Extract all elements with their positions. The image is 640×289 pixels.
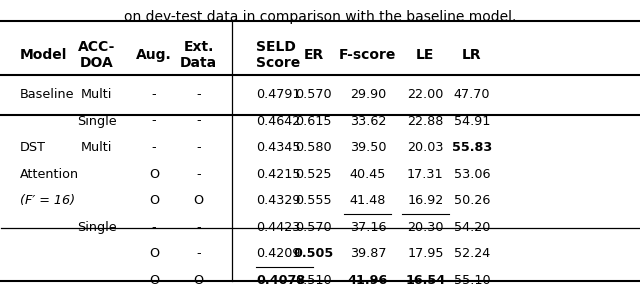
Text: -: -: [196, 247, 201, 260]
Text: 17.95: 17.95: [407, 247, 444, 260]
Text: Multi: Multi: [81, 141, 112, 154]
Text: Multi: Multi: [81, 88, 112, 101]
Text: DST: DST: [20, 141, 46, 154]
Text: LE: LE: [416, 48, 435, 62]
Text: -: -: [152, 221, 156, 234]
Text: 53.06: 53.06: [454, 168, 490, 181]
Text: 0.580: 0.580: [295, 141, 332, 154]
Text: 39.50: 39.50: [349, 141, 386, 154]
Text: 0.525: 0.525: [296, 168, 332, 181]
Text: -: -: [196, 114, 201, 127]
Text: 0.4345: 0.4345: [256, 141, 301, 154]
Text: O: O: [149, 194, 159, 207]
Text: 40.45: 40.45: [349, 168, 386, 181]
Text: 0.4642: 0.4642: [256, 114, 300, 127]
Text: LR: LR: [462, 48, 482, 62]
Text: O: O: [194, 274, 204, 287]
Text: 0.4078: 0.4078: [256, 274, 305, 287]
Text: 0.615: 0.615: [296, 114, 332, 127]
Text: 29.90: 29.90: [350, 88, 386, 101]
Text: 0.4791: 0.4791: [256, 88, 301, 101]
Text: 16.92: 16.92: [407, 194, 444, 207]
Text: (F′ = 16): (F′ = 16): [20, 194, 75, 207]
Text: F-score: F-score: [339, 48, 397, 62]
Text: 0.4423: 0.4423: [256, 221, 301, 234]
Text: 50.26: 50.26: [454, 194, 490, 207]
Text: O: O: [149, 168, 159, 181]
Text: 0.570: 0.570: [295, 88, 332, 101]
Text: 0.4215: 0.4215: [256, 168, 301, 181]
Text: 20.30: 20.30: [407, 221, 444, 234]
Text: 52.24: 52.24: [454, 247, 490, 260]
Text: Model: Model: [20, 48, 67, 62]
Text: -: -: [196, 168, 201, 181]
Text: 16.54: 16.54: [405, 274, 445, 287]
Text: -: -: [196, 88, 201, 101]
Text: 17.31: 17.31: [407, 168, 444, 181]
Text: 41.48: 41.48: [349, 194, 386, 207]
Text: 22.00: 22.00: [407, 88, 444, 101]
Text: O: O: [149, 247, 159, 260]
Text: 0.4329: 0.4329: [256, 194, 301, 207]
Text: -: -: [152, 88, 156, 101]
Text: 0.510: 0.510: [295, 274, 332, 287]
Text: Single: Single: [77, 114, 116, 127]
Text: Baseline: Baseline: [20, 88, 74, 101]
Text: 54.20: 54.20: [454, 221, 490, 234]
Text: 41.96: 41.96: [348, 274, 388, 287]
Text: 33.62: 33.62: [349, 114, 386, 127]
Text: ER: ER: [303, 48, 324, 62]
Text: SELD
Score: SELD Score: [256, 40, 300, 70]
Text: on dev-test data in comparison with the baseline model.: on dev-test data in comparison with the …: [124, 10, 516, 24]
Text: -: -: [196, 221, 201, 234]
Text: 55.83: 55.83: [452, 141, 492, 154]
Text: 0.4209: 0.4209: [256, 247, 301, 260]
Text: Aug.: Aug.: [136, 48, 172, 62]
Text: 55.10: 55.10: [454, 274, 490, 287]
Text: 54.91: 54.91: [454, 114, 490, 127]
Text: 37.16: 37.16: [349, 221, 386, 234]
Text: ACC-
DOA: ACC- DOA: [78, 40, 115, 70]
Text: Attention: Attention: [20, 168, 79, 181]
Text: 0.505: 0.505: [294, 247, 333, 260]
Text: O: O: [194, 194, 204, 207]
Text: -: -: [196, 141, 201, 154]
Text: 22.88: 22.88: [407, 114, 444, 127]
Text: 20.03: 20.03: [407, 141, 444, 154]
Text: -: -: [152, 141, 156, 154]
Text: Single: Single: [77, 221, 116, 234]
Text: O: O: [149, 274, 159, 287]
Text: 0.570: 0.570: [295, 221, 332, 234]
Text: 0.555: 0.555: [295, 194, 332, 207]
Text: 47.70: 47.70: [454, 88, 490, 101]
Text: -: -: [152, 114, 156, 127]
Text: 39.87: 39.87: [349, 247, 386, 260]
Text: Ext.
Data: Ext. Data: [180, 40, 217, 70]
